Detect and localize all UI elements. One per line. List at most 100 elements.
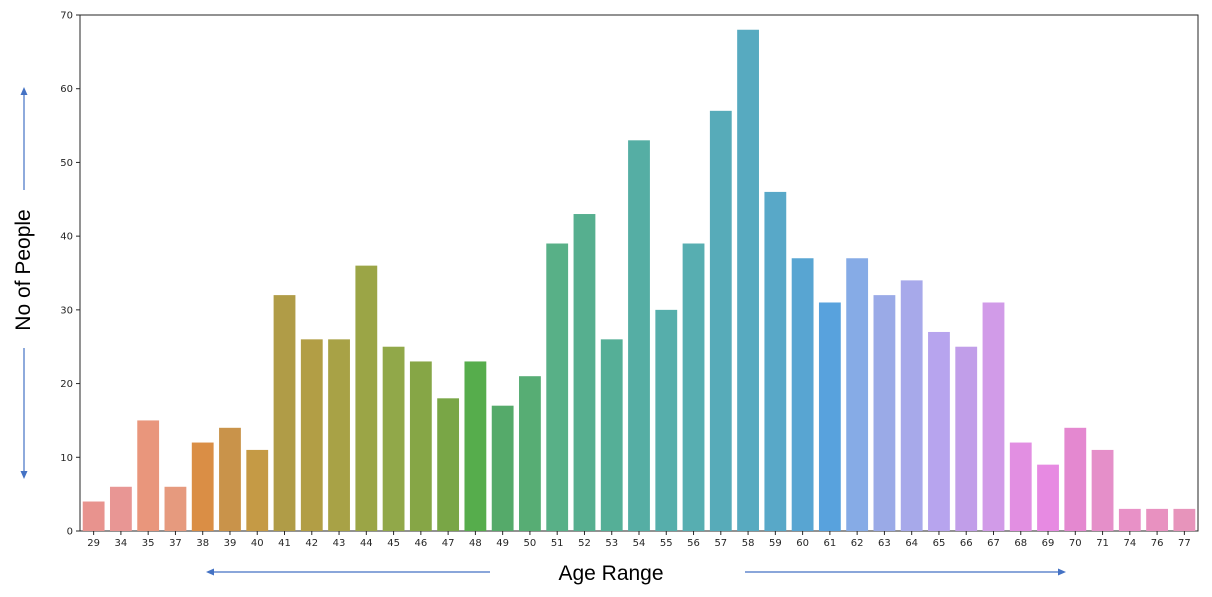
bar-69 bbox=[1037, 464, 1059, 531]
x-tick-label: 37 bbox=[169, 538, 182, 549]
x-tick-label: 70 bbox=[1069, 538, 1082, 549]
x-tick-label: 66 bbox=[960, 538, 973, 549]
x-tick-label: 67 bbox=[987, 538, 1000, 549]
x-tick-label: 65 bbox=[933, 538, 946, 549]
bar-57 bbox=[709, 110, 732, 531]
bar-45 bbox=[382, 346, 405, 531]
x-tick-label: 58 bbox=[742, 538, 755, 549]
x-arrow-left-head bbox=[206, 568, 214, 576]
x-tick-label: 49 bbox=[496, 538, 509, 549]
bar-64 bbox=[900, 280, 923, 531]
bar-42 bbox=[300, 339, 323, 531]
y-tick-label: 0 bbox=[67, 527, 73, 538]
bar-74 bbox=[1118, 508, 1141, 531]
x-tick-label: 35 bbox=[142, 538, 155, 549]
bar-38 bbox=[191, 442, 214, 531]
bar-49 bbox=[491, 405, 514, 531]
x-tick-label: 34 bbox=[115, 538, 128, 549]
x-tick-label: 60 bbox=[796, 538, 809, 549]
x-tick-label: 69 bbox=[1042, 538, 1055, 549]
bar-71 bbox=[1091, 449, 1114, 531]
y-axis-ticks: 0 10 20 30 40 50 60 70 bbox=[60, 11, 80, 538]
bar-35 bbox=[137, 420, 160, 531]
x-tick-label: 43 bbox=[333, 538, 346, 549]
bar-60 bbox=[791, 258, 814, 531]
x-tick-label: 61 bbox=[824, 538, 837, 549]
bars-group bbox=[82, 29, 1196, 532]
x-tick-label: 63 bbox=[878, 538, 891, 549]
bar-43 bbox=[328, 339, 350, 531]
bar-77 bbox=[1173, 508, 1196, 531]
x-tick-label: 51 bbox=[551, 538, 564, 549]
x-tick-label: 47 bbox=[442, 538, 455, 549]
bar-50 bbox=[519, 376, 541, 531]
bar-61 bbox=[818, 302, 841, 531]
x-tick-label: 74 bbox=[1123, 538, 1136, 549]
bar-44 bbox=[355, 265, 378, 531]
y-tick-label: 30 bbox=[60, 305, 73, 316]
y-arrow-up-head bbox=[20, 87, 28, 95]
y-tick-label: 50 bbox=[60, 158, 73, 169]
y-tick-label: 10 bbox=[60, 453, 73, 464]
x-tick-label: 41 bbox=[278, 538, 291, 549]
bar-47 bbox=[437, 398, 460, 531]
bar-52 bbox=[573, 214, 596, 531]
bar-53 bbox=[600, 339, 623, 531]
bar-29 bbox=[82, 501, 105, 531]
x-tick-label: 68 bbox=[1014, 538, 1027, 549]
bar-37 bbox=[164, 486, 187, 531]
x-tick-label: 55 bbox=[660, 538, 673, 549]
x-tick-label: 46 bbox=[414, 538, 427, 549]
x-tick-label: 40 bbox=[251, 538, 264, 549]
bar-48 bbox=[464, 361, 487, 531]
bar-55 bbox=[655, 309, 678, 531]
bar-40 bbox=[246, 449, 269, 531]
x-tick-label: 38 bbox=[196, 538, 209, 549]
bar-46 bbox=[409, 361, 432, 531]
x-arrow-right-head bbox=[1058, 568, 1066, 576]
x-tick-label: 45 bbox=[387, 538, 400, 549]
bar-76 bbox=[1146, 508, 1169, 531]
x-tick-label: 44 bbox=[360, 538, 373, 549]
x-tick-label: 29 bbox=[87, 538, 100, 549]
bar-34 bbox=[109, 486, 132, 531]
x-tick-label: 39 bbox=[224, 538, 237, 549]
x-tick-label: 48 bbox=[469, 538, 482, 549]
bar-39 bbox=[219, 427, 241, 531]
x-axis-ticks: 29 34 35 37 38 39 40 41 42 43 44 45 46 47 48 49 50 51 52 53… bbox=[87, 531, 1191, 549]
bar-70 bbox=[1064, 427, 1087, 531]
bar-41 bbox=[273, 295, 296, 531]
y-tick-label: 60 bbox=[60, 84, 73, 95]
x-tick-label: 54 bbox=[633, 538, 646, 549]
bar-62 bbox=[846, 258, 869, 531]
y-axis-label: No of People bbox=[12, 209, 35, 330]
bar-66 bbox=[955, 346, 978, 531]
x-tick-label: 77 bbox=[1178, 538, 1191, 549]
bar-59 bbox=[764, 191, 787, 531]
y-tick-label: 70 bbox=[60, 11, 73, 22]
bar-67 bbox=[982, 302, 1005, 531]
y-tick-label: 40 bbox=[60, 232, 73, 243]
bar-63 bbox=[873, 295, 896, 531]
x-tick-label: 57 bbox=[714, 538, 727, 549]
x-tick-label: 53 bbox=[605, 538, 618, 549]
x-tick-label: 56 bbox=[687, 538, 700, 549]
x-tick-label: 62 bbox=[851, 538, 864, 549]
bar-65 bbox=[928, 331, 950, 531]
bar-54 bbox=[628, 140, 650, 532]
bar-56 bbox=[682, 243, 705, 531]
bar-68 bbox=[1009, 442, 1032, 531]
x-tick-label: 42 bbox=[305, 538, 318, 549]
x-tick-label: 52 bbox=[578, 538, 591, 549]
x-tick-label: 76 bbox=[1151, 538, 1164, 549]
x-tick-label: 59 bbox=[769, 538, 782, 549]
x-tick-label: 50 bbox=[524, 538, 537, 549]
bar-58 bbox=[737, 29, 759, 531]
x-axis-label: Age Range bbox=[558, 562, 663, 585]
y-arrow-down-head bbox=[20, 471, 28, 479]
y-tick-label: 20 bbox=[60, 379, 73, 390]
x-tick-label: 64 bbox=[905, 538, 918, 549]
bar-51 bbox=[546, 243, 569, 531]
x-tick-label: 71 bbox=[1096, 538, 1109, 549]
